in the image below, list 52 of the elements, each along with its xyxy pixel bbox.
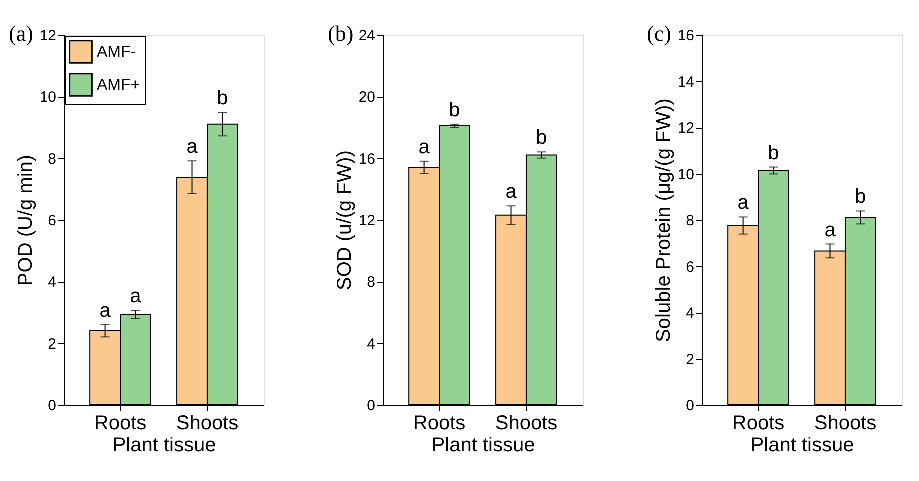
x-tick-label: Shoots [176,412,239,434]
y-tick-label: 6 [48,212,56,230]
annotation: a [100,300,112,322]
y-tick-label: 20 [358,89,376,106]
annotation: b [768,142,780,164]
x-tick-label: Roots [94,412,147,434]
annotation: b [536,127,548,150]
legend-label: AMF- [97,44,136,61]
y-tick-label: 0 [686,398,694,414]
y-tick-label: 4 [48,274,56,292]
annotation: a [418,136,431,158]
y-tick-label: 6 [686,258,694,276]
legend-label: AMF+ [97,77,140,94]
y-axis-title: Soluble Protein (μg/(g FW)) [652,98,675,342]
annotation: a [738,192,750,214]
x-axis-title: Plant tissue [432,434,536,456]
x-tick-label: Roots [413,412,466,434]
y-tick-label: 10 [678,166,694,184]
y-tick-label: 8 [367,274,376,292]
y-tick-label: 8 [686,212,694,230]
annotation: b [217,88,228,110]
y-tick-label: 2 [686,351,694,368]
x-axis-title: Plant tissue [112,434,216,456]
y-tick-label: 4 [686,305,694,322]
y-tick-label: 24 [358,28,376,44]
x-tick-label: Roots [732,412,785,434]
annotation: b [855,186,866,208]
annotation: a [186,136,199,158]
y-tick-label: 16 [358,150,376,168]
y-axis-title: SOD (u/(g FW)) [334,150,356,290]
y-tick-label: 8 [48,150,56,168]
y-tick-label: 12 [40,28,56,44]
chart-title: (b) [328,21,354,46]
x-axis-title: Plant tissue [750,434,854,456]
y-tick-label: 4 [367,336,376,353]
annotation: b [449,99,460,122]
annotation: a [824,219,837,242]
y-tick-label: 0 [48,398,56,414]
y-tick-label: 12 [358,212,376,230]
chart-title: (a) [9,21,34,46]
x-tick-label: Shoots [814,412,877,434]
y-axis-title: POD (U/g min) [14,154,37,286]
annotation: a [506,181,518,204]
x-tick-label: Shoots [495,412,558,434]
y-tick-label: 14 [678,74,694,91]
y-tick-label: 12 [678,120,694,137]
y-tick-label: 2 [48,336,56,353]
annotation: a [130,286,142,308]
chart-title: (c) [647,21,672,46]
y-tick-label: 16 [678,28,694,44]
y-tick-label: 10 [40,89,56,106]
y-tick-label: 0 [367,398,376,414]
